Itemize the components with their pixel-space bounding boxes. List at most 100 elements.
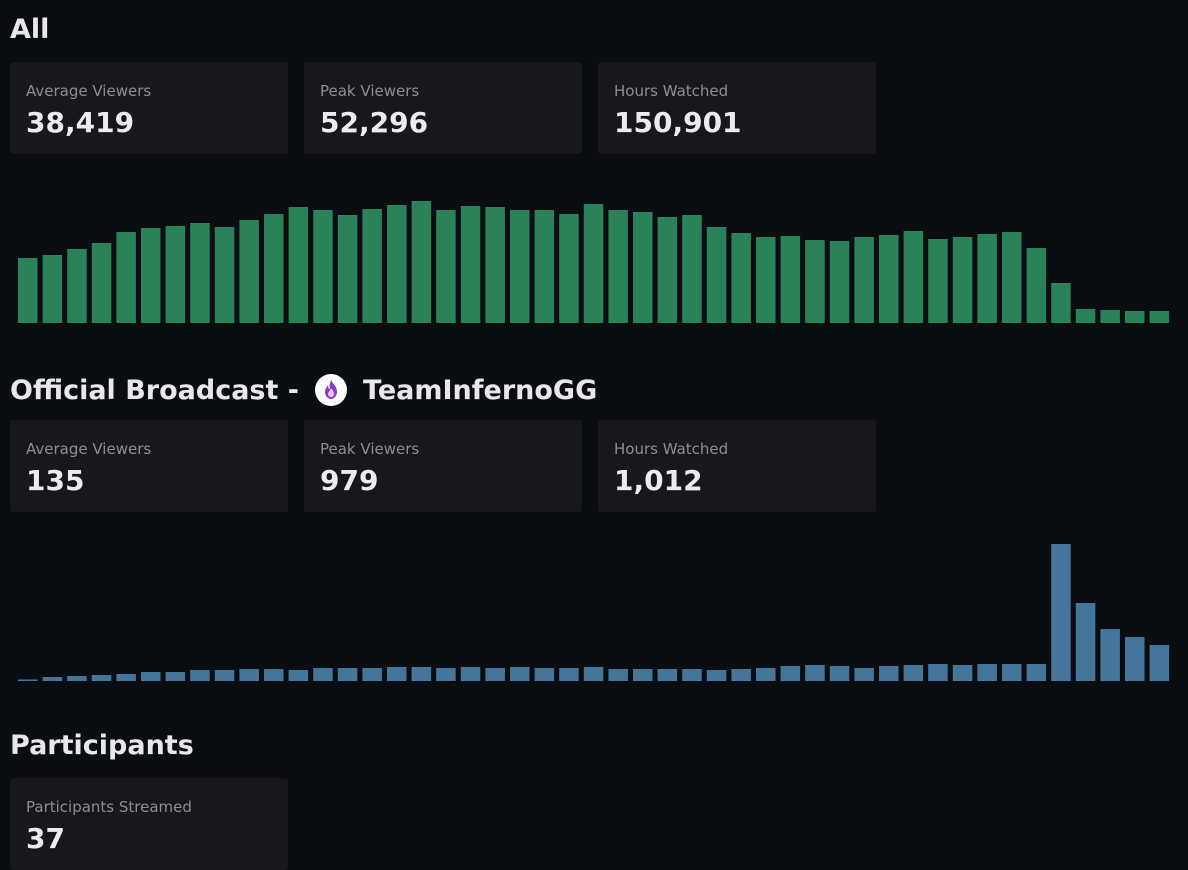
official-viewers-bar[interactable]: [657, 669, 678, 681]
official-viewers-bar[interactable]: [756, 668, 776, 681]
all-viewers-bar[interactable]: [116, 232, 136, 323]
all-viewers-bar[interactable]: [460, 206, 481, 323]
official-viewers-bar[interactable]: [608, 669, 628, 681]
all-viewers-bar[interactable]: [731, 233, 751, 323]
official-viewers-bar[interactable]: [337, 668, 358, 681]
official-viewers-bar[interactable]: [190, 670, 210, 681]
official-viewers-bar[interactable]: [510, 667, 530, 681]
all-viewers-bar[interactable]: [928, 239, 948, 323]
team-inferno-logo-icon[interactable]: [315, 374, 347, 406]
official-viewers-bar[interactable]: [485, 668, 505, 681]
official-viewers-bar[interactable]: [387, 667, 407, 681]
all-viewers-bar[interactable]: [756, 237, 776, 323]
official-viewers-bar[interactable]: [682, 669, 702, 681]
all-viewers-bar[interactable]: [952, 237, 973, 323]
official-viewers-bar[interactable]: [854, 668, 874, 681]
official-viewers-bar[interactable]: [559, 668, 579, 681]
official-viewers-bar[interactable]: [952, 665, 973, 681]
official-viewers-bar[interactable]: [288, 670, 309, 681]
official-viewers-bar[interactable]: [165, 672, 186, 681]
all-viewers-bar[interactable]: [42, 255, 63, 323]
all-viewers-bar[interactable]: [387, 205, 407, 323]
section-title-all: All: [10, 16, 49, 43]
official-viewers-bar[interactable]: [362, 668, 382, 681]
all-viewers-bar[interactable]: [879, 235, 899, 323]
official-viewers-bar[interactable]: [1075, 603, 1096, 681]
all-viewers-bar[interactable]: [608, 210, 628, 323]
all-viewers-bar[interactable]: [141, 228, 161, 323]
official-viewers-bar[interactable]: [1026, 664, 1047, 681]
official-viewers-bar[interactable]: [116, 674, 136, 681]
official-viewers-bar[interactable]: [214, 670, 235, 681]
official-viewers-bar[interactable]: [977, 664, 997, 681]
all-viewers-bar[interactable]: [288, 207, 309, 323]
official-viewers-bar[interactable]: [706, 670, 727, 681]
official-viewers-bar[interactable]: [1002, 664, 1022, 681]
official-viewers-bar[interactable]: [731, 669, 751, 681]
all-viewers-bar[interactable]: [190, 223, 210, 323]
all-viewers-bar[interactable]: [854, 237, 874, 323]
official-viewers-bar[interactable]: [633, 669, 653, 681]
all-viewers-bar[interactable]: [583, 204, 604, 323]
all-viewers-bar[interactable]: [165, 226, 186, 323]
stat-card-peak-viewers: Peak Viewers 52,296: [304, 62, 582, 154]
all-viewers-bar[interactable]: [780, 236, 801, 323]
official-viewers-bar[interactable]: [91, 675, 112, 681]
all-viewers-bar[interactable]: [91, 243, 112, 323]
all-viewers-bar[interactable]: [1125, 311, 1145, 323]
official-viewers-bar[interactable]: [239, 669, 259, 681]
all-viewers-bar[interactable]: [485, 207, 505, 323]
all-viewers-bar[interactable]: [805, 240, 825, 323]
official-viewers-bar[interactable]: [534, 668, 555, 681]
all-viewers-bar[interactable]: [682, 215, 702, 323]
channel-name-link[interactable]: TeamInfernoGG: [363, 374, 598, 406]
official-viewers-bar[interactable]: [903, 665, 924, 681]
official-viewers-bar[interactable]: [460, 667, 481, 681]
all-viewers-bar[interactable]: [362, 209, 382, 323]
official-viewers-bar[interactable]: [436, 668, 456, 681]
official-viewers-bar[interactable]: [583, 667, 604, 681]
all-viewers-bar[interactable]: [903, 231, 924, 323]
all-viewers-bar[interactable]: [510, 210, 530, 323]
all-viewers-bar[interactable]: [633, 212, 653, 323]
official-viewers-bar[interactable]: [18, 679, 38, 682]
all-viewers-bar[interactable]: [657, 217, 678, 323]
official-viewers-bar[interactable]: [67, 676, 87, 681]
official-viewers-bar[interactable]: [313, 668, 333, 681]
official-viewers-bar[interactable]: [1100, 629, 1120, 681]
all-viewers-bar[interactable]: [1026, 248, 1047, 323]
all-viewers-bar[interactable]: [436, 210, 456, 323]
all-viewers-bar[interactable]: [706, 227, 727, 323]
all-viewers-bar[interactable]: [411, 201, 432, 323]
all-viewers-bar[interactable]: [977, 234, 997, 323]
all-viewers-bar[interactable]: [313, 210, 333, 323]
section-title-participants: Participants: [10, 732, 194, 759]
all-viewers-bar[interactable]: [829, 241, 850, 323]
all-viewers-bar[interactable]: [18, 258, 38, 323]
all-viewers-bar[interactable]: [1075, 309, 1096, 323]
official-viewers-bar[interactable]: [264, 669, 284, 681]
official-viewers-bar[interactable]: [42, 677, 63, 681]
official-viewers-bar[interactable]: [1051, 544, 1071, 681]
all-viewers-bar[interactable]: [239, 220, 259, 323]
all-viewers-bar[interactable]: [1149, 311, 1170, 323]
all-viewers-bar[interactable]: [214, 227, 235, 323]
official-viewers-bar[interactable]: [1149, 645, 1170, 681]
official-viewers-bar[interactable]: [805, 665, 825, 681]
official-viewers-bar[interactable]: [829, 666, 850, 681]
official-viewers-bar[interactable]: [928, 664, 948, 681]
official-viewers-bar[interactable]: [141, 672, 161, 681]
official-viewers-bar[interactable]: [1125, 637, 1145, 681]
official-viewers-bar[interactable]: [879, 666, 899, 681]
all-viewers-bar[interactable]: [264, 214, 284, 323]
official-viewers-bar[interactable]: [411, 667, 432, 681]
stat-card-hours-watched: Hours Watched 1,012: [598, 420, 876, 512]
all-viewers-bar[interactable]: [337, 215, 358, 323]
all-viewers-bar[interactable]: [67, 249, 87, 323]
all-viewers-bar[interactable]: [1100, 310, 1120, 323]
all-viewers-bar[interactable]: [559, 214, 579, 323]
all-viewers-bar[interactable]: [534, 210, 555, 323]
all-viewers-bar[interactable]: [1002, 232, 1022, 323]
official-viewers-bar[interactable]: [780, 666, 801, 681]
all-viewers-bar[interactable]: [1051, 283, 1071, 323]
